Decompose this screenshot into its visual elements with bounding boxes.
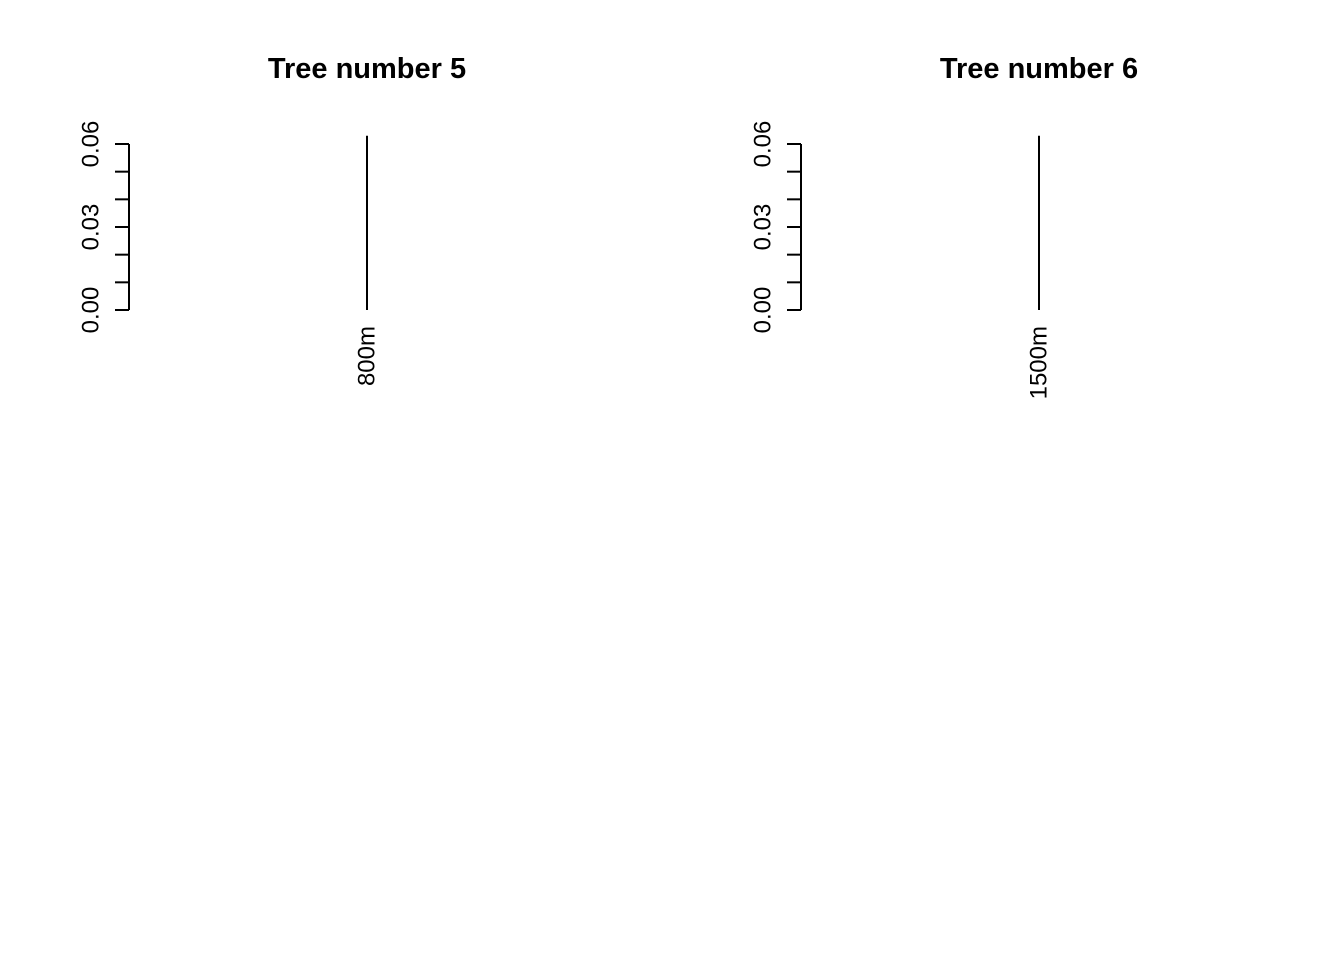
y-axis: 0.00 0.03 0.06 <box>78 121 130 334</box>
leaf-label: 800m <box>354 326 381 386</box>
dendrogram-panel-tree-5: Tree number 5 0.00 0.03 0.06 800m <box>78 53 467 386</box>
panel-title: Tree number 6 <box>940 53 1138 85</box>
leaf-labels: 800m <box>354 326 381 386</box>
panel-title: Tree number 5 <box>268 53 466 85</box>
y-tick-label: 0.03 <box>750 204 777 251</box>
y-tick-label: 0.00 <box>750 287 777 334</box>
y-tick-label: 0.06 <box>78 121 105 168</box>
leaf-label: 1500m <box>1026 326 1053 399</box>
y-tick-label: 0.03 <box>78 204 105 251</box>
dendrogram-panel-tree-6: Tree number 6 0.00 0.03 0.06 1500m <box>750 53 1139 399</box>
y-tick-label: 0.06 <box>750 121 777 168</box>
leaf-labels: 1500m <box>1026 326 1053 399</box>
y-axis: 0.00 0.03 0.06 <box>750 121 802 334</box>
y-tick-label: 0.00 <box>78 287 105 334</box>
